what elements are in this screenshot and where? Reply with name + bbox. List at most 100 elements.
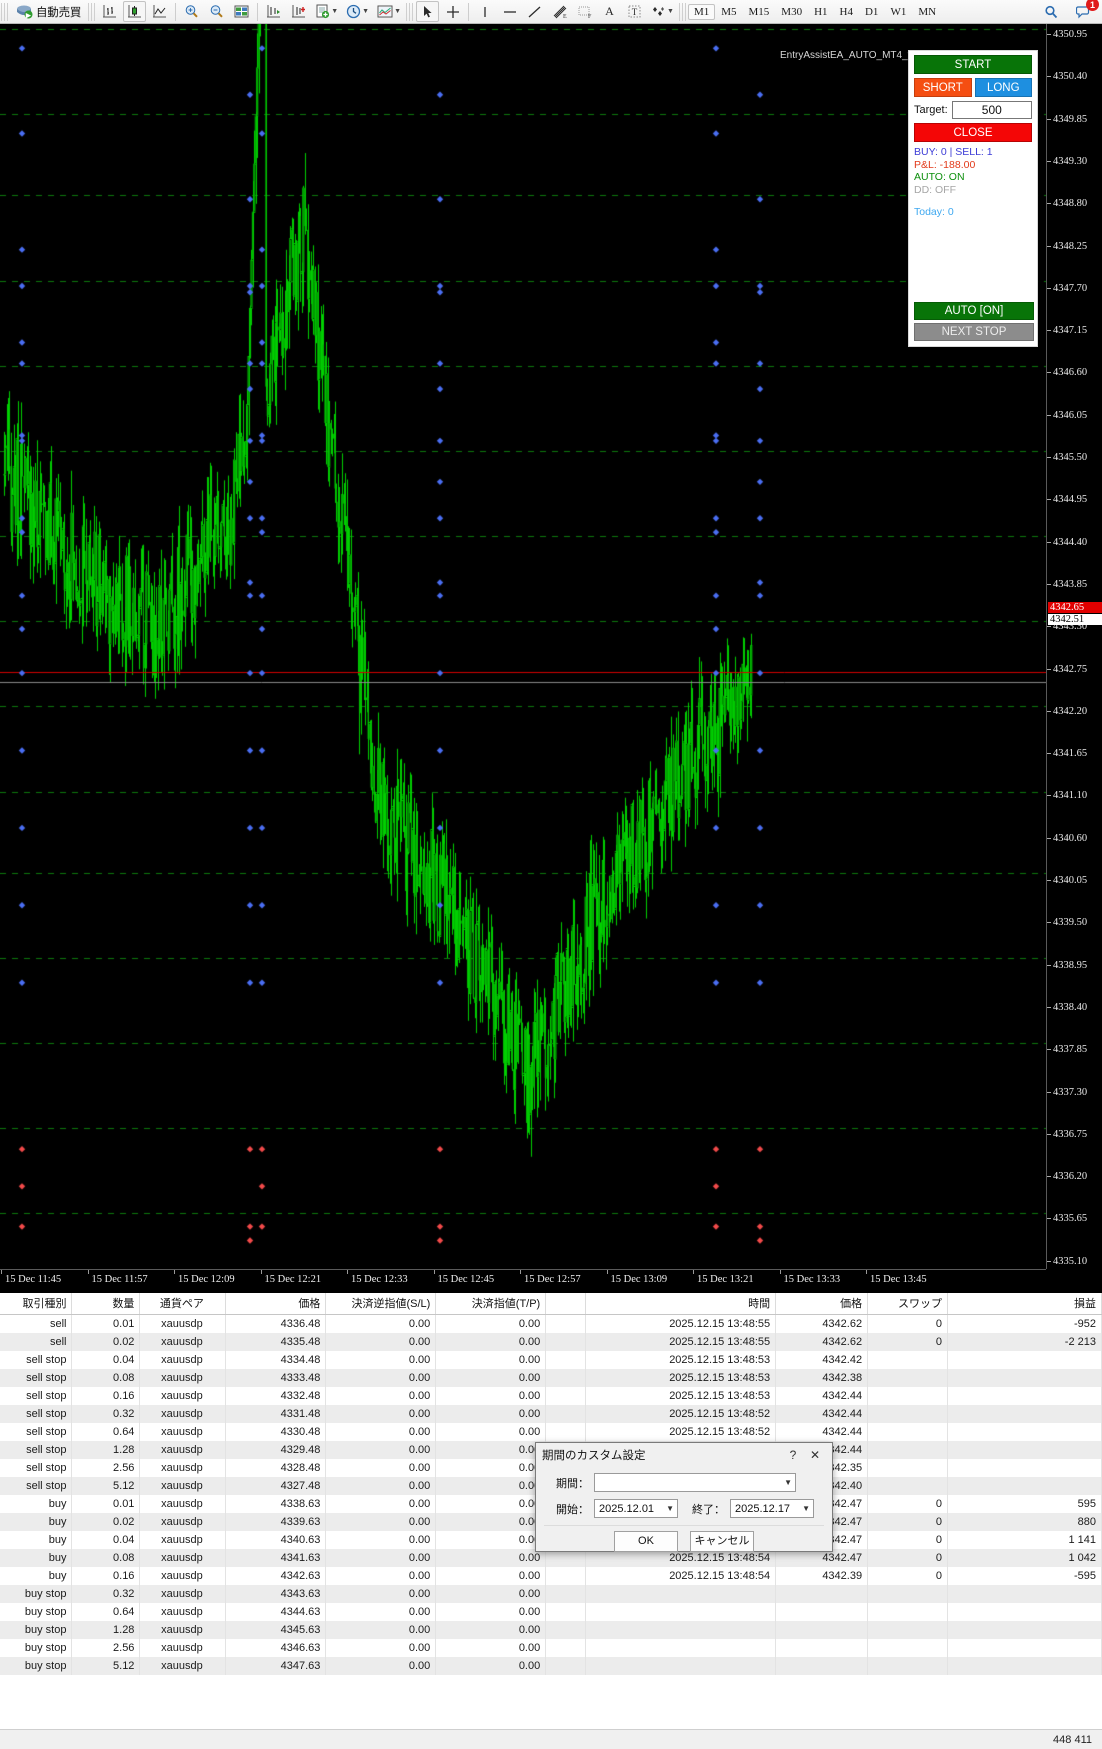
chart-area[interactable]: EntryAssistEA_AUTO_MT4_v3_6_3 ☺ START SH… xyxy=(0,24,1102,1293)
auto-trading-label: 自動売買 xyxy=(36,6,82,19)
time-axis[interactable]: 15 Dec 11:45 15 Dec 11:57 15 Dec 12:09 15 D… xyxy=(0,1269,1046,1293)
start-button[interactable]: START xyxy=(914,55,1032,74)
timeframe-d1[interactable]: D1 xyxy=(864,5,879,18)
chevron-down-icon-start: ▼ xyxy=(666,1504,674,1513)
fibonacci-fan-button[interactable]: F xyxy=(573,1,596,22)
text-label-button[interactable]: T xyxy=(623,1,646,22)
table-row[interactable]: sell stop 0.64 xauusdp 4330.48 0.00 0.00 2025.… xyxy=(0,1422,1102,1441)
table-row[interactable]: sell stop 0.32 xauusdp 4331.48 0.00 0.00 2025.… xyxy=(0,1404,1102,1423)
cursor-tool-button[interactable] xyxy=(416,1,440,22)
table-row[interactable]: buy 0.08 xauusdp 4341.63 0.00 0.00 2025.12.15 … xyxy=(0,1548,1102,1567)
line-chart-button[interactable] xyxy=(148,1,171,22)
indicators-button[interactable]: ▼ xyxy=(312,1,341,22)
trade-table-panel[interactable]: 取引種別 数量 通貨ペア 価格 決済逆指値(S/L) 決済指値(T/P) 時間 … xyxy=(0,1293,1102,1728)
trade-tp: 0.00 xyxy=(435,1584,547,1603)
alerts-button[interactable]: 1 xyxy=(1072,0,1099,22)
long-button[interactable]: LONG xyxy=(974,78,1032,97)
table-row[interactable]: sell stop 0.08 xauusdp 4333.48 0.00 0.00 2025.… xyxy=(0,1368,1102,1387)
end-date-select[interactable]: 2025.12.17 ▼ xyxy=(730,1499,814,1518)
shapes-button[interactable]: ▼ xyxy=(648,1,677,22)
custom-period-dialog[interactable]: 期間のカスタム設定 ? ✕ 期間： ▼ 開始： 2025.12.01 ▼ 終了：… xyxy=(535,1442,833,1552)
price-tick: 4341.65 xyxy=(1047,748,1102,759)
th-profit[interactable]: 損益 xyxy=(947,1293,1102,1315)
th-pair[interactable]: 通貨ペア xyxy=(139,1293,227,1315)
toolbar-grip-3[interactable] xyxy=(406,2,414,21)
timeframe-h4[interactable]: H4 xyxy=(839,5,853,18)
bar-chart-button[interactable] xyxy=(98,1,121,22)
time-tick: 15 Dec 12:45 xyxy=(437,1274,495,1285)
fibonacci-button[interactable]: E xyxy=(548,1,571,22)
ea-control-panel[interactable]: START SHORT LONG Target: 500 CLOSE BUY: … xyxy=(908,50,1038,347)
candlestick-chart-button[interactable] xyxy=(123,1,147,22)
th-close-price[interactable]: 価格 xyxy=(775,1293,869,1315)
short-button[interactable]: SHORT xyxy=(914,78,972,97)
price-tick: 4338.95 xyxy=(1047,960,1102,971)
th-price[interactable]: 価格 xyxy=(225,1293,327,1315)
target-input[interactable]: 500 xyxy=(951,101,1032,119)
timeframe-m15[interactable]: M15 xyxy=(748,5,770,18)
table-row[interactable]: sell stop 0.16 xauusdp 4332.48 0.00 0.00 2025.… xyxy=(0,1386,1102,1405)
table-row[interactable]: sell 0.01 xauusdp 4336.48 0.00 0.00 2025.12.15… xyxy=(0,1314,1102,1333)
toolbar-grip-2[interactable] xyxy=(88,2,96,21)
th-type[interactable]: 取引種別 xyxy=(0,1293,73,1315)
th-tp[interactable]: 決済指値(T/P) xyxy=(435,1293,547,1315)
crosshair-tool-button[interactable] xyxy=(441,1,464,22)
trendline-button[interactable] xyxy=(523,1,546,22)
trade-pair: xauusdp xyxy=(139,1512,227,1531)
trade-spacer xyxy=(545,1314,587,1333)
trade-sl: 0.00 xyxy=(325,1350,437,1369)
horizontal-line-button[interactable] xyxy=(498,1,521,22)
price-axis[interactable]: 4350.95 4350.40 4349.85 4349.30 4348.80 4348.… xyxy=(1046,24,1102,1269)
period-icon xyxy=(346,4,361,19)
trade-pair: xauusdp xyxy=(139,1314,227,1333)
table-row[interactable]: buy stop 0.32 xauusdp 4343.63 0.00 0.00 xyxy=(0,1584,1102,1603)
trade-profit: 1 141 xyxy=(947,1530,1102,1549)
tile-windows-button[interactable] xyxy=(230,1,253,22)
toolbar-grip[interactable] xyxy=(1,2,8,21)
trade-swap: 0 xyxy=(867,1314,949,1333)
timeframe-h1[interactable]: H1 xyxy=(814,5,828,18)
templates-button[interactable]: ▼ xyxy=(374,1,404,22)
trade-sl: 0.00 xyxy=(325,1494,437,1513)
zoom-in-button[interactable] xyxy=(180,1,203,22)
zoom-out-button[interactable] xyxy=(205,1,228,22)
toolbar-grip-4[interactable] xyxy=(678,2,686,21)
trade-spacer xyxy=(545,1620,587,1639)
timeframe-m30[interactable]: M30 xyxy=(781,5,803,18)
cancel-button[interactable]: キャンセル xyxy=(690,1531,754,1552)
price-chart-canvas[interactable] xyxy=(0,24,1046,1269)
period-button[interactable]: ▼ xyxy=(343,1,372,22)
table-row[interactable]: sell 0.02 xauusdp 4335.48 0.00 0.00 2025.12.15… xyxy=(0,1332,1102,1351)
trade-volume: 1.28 xyxy=(71,1620,141,1639)
period-select[interactable]: ▼ xyxy=(594,1473,796,1492)
table-row[interactable]: buy stop 1.28 xauusdp 4345.63 0.00 0.00 xyxy=(0,1620,1102,1639)
table-row[interactable]: buy stop 5.12 xauusdp 4347.63 0.00 0.00 xyxy=(0,1656,1102,1675)
close-button[interactable]: CLOSE xyxy=(914,123,1032,142)
search-button[interactable] xyxy=(1039,1,1062,22)
th-sl[interactable]: 決済逆指値(S/L) xyxy=(325,1293,437,1315)
table-row[interactable]: buy stop 2.56 xauusdp 4346.63 0.00 0.00 xyxy=(0,1638,1102,1657)
close-icon[interactable]: ✕ xyxy=(809,1448,821,1462)
auto-trading-button[interactable]: ▶ 自動売買 xyxy=(11,1,86,22)
th-swap[interactable]: スワップ xyxy=(867,1293,949,1315)
next-stop-button[interactable]: NEXT STOP xyxy=(914,323,1034,341)
ok-button[interactable]: OK xyxy=(614,1531,678,1552)
text-tool-button[interactable]: A xyxy=(598,1,621,22)
table-row[interactable]: buy 0.16 xauusdp 4342.63 0.00 0.00 2025.12.15 … xyxy=(0,1566,1102,1585)
vertical-line-button[interactable] xyxy=(473,1,496,22)
dialog-titlebar: 期間のカスタム設定 ? ✕ xyxy=(536,1443,832,1467)
start-date-select[interactable]: 2025.12.01 ▼ xyxy=(594,1499,678,1518)
timeframe-m5[interactable]: M5 xyxy=(721,5,737,18)
auto-toggle-button[interactable]: AUTO [ON] xyxy=(914,302,1034,320)
table-row[interactable]: buy stop 0.64 xauusdp 4344.63 0.00 0.00 xyxy=(0,1602,1102,1621)
chart-shift-button[interactable] xyxy=(287,1,310,22)
scroll-to-end-button[interactable] xyxy=(262,1,285,22)
timeframe-w1[interactable]: W1 xyxy=(890,5,907,18)
table-row[interactable]: sell stop 0.04 xauusdp 4334.48 0.00 0.00 2025.… xyxy=(0,1350,1102,1369)
th-volume[interactable]: 数量 xyxy=(71,1293,141,1315)
th-time[interactable]: 時間 xyxy=(585,1293,777,1315)
time-tick: 15 Dec 13:33 xyxy=(783,1274,841,1285)
help-icon[interactable]: ? xyxy=(789,1448,797,1462)
timeframe-m1[interactable]: M1 xyxy=(687,3,716,20)
timeframe-mn[interactable]: MN xyxy=(918,5,937,18)
